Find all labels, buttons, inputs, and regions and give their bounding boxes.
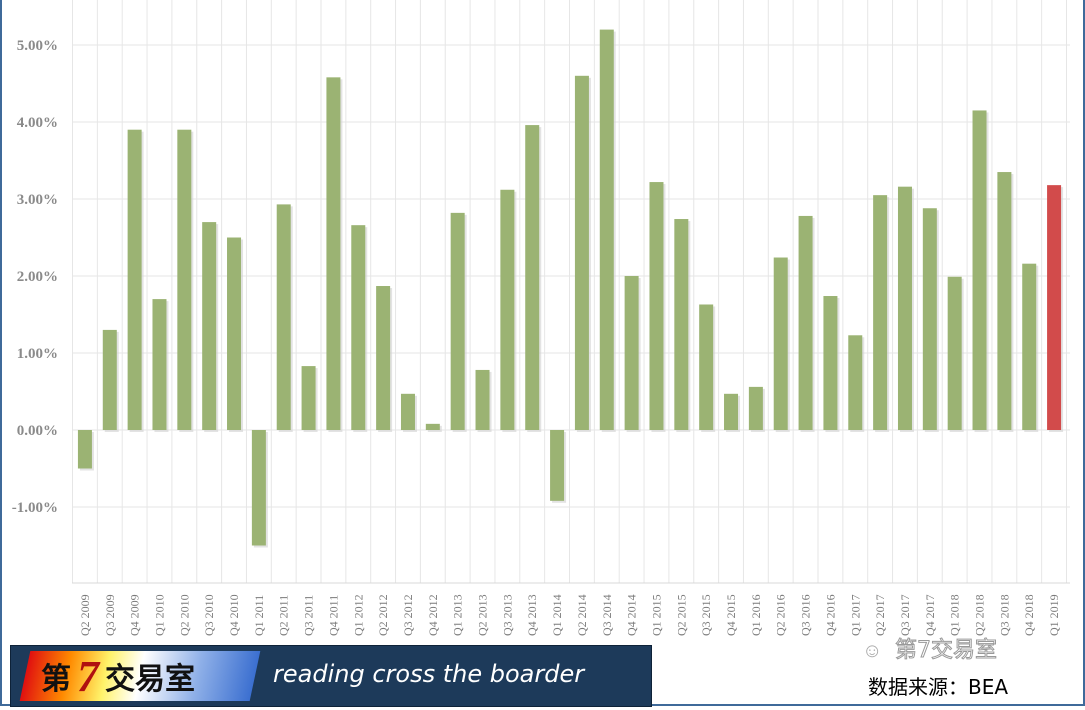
x-tick-label: Q1 2012	[351, 594, 365, 636]
data-source: 数据来源：BEA	[868, 675, 1009, 699]
x-tick-label: Q2 2015	[674, 594, 688, 636]
x-tick-label: Q1 2010	[152, 594, 166, 636]
bar	[798, 215, 813, 430]
bar	[127, 129, 142, 430]
bar	[450, 212, 465, 430]
x-tick-label: Q1 2018	[948, 594, 962, 636]
logo-chars-jiaoyishi: 交易室	[105, 662, 195, 697]
x-tick-label: Q2 2018	[973, 594, 987, 636]
x-tick-label: Q1 2019	[1047, 594, 1061, 636]
bar	[376, 286, 391, 430]
bar	[624, 276, 639, 430]
x-tick-label: Q2 2012	[376, 594, 390, 636]
x-tick-label: Q4 2009	[128, 594, 142, 636]
bar	[873, 195, 888, 430]
bar	[202, 222, 217, 430]
bar	[425, 423, 440, 430]
logo-char-di: 第	[41, 662, 71, 697]
x-tick-label: Q4 2015	[724, 594, 738, 636]
bar	[599, 29, 614, 430]
y-tick-label: 4.00%	[17, 115, 58, 131]
bar	[475, 369, 490, 430]
bar	[748, 386, 763, 430]
x-tick-label: Q3 2017	[898, 594, 912, 636]
x-tick-label: Q2 2011	[277, 595, 291, 636]
x-tick-label: Q4 2018	[1022, 594, 1036, 636]
bar	[972, 110, 987, 430]
y-tick-label: 2.00%	[17, 269, 58, 285]
bar	[922, 208, 937, 430]
y-tick-label: -1.00%	[12, 500, 58, 516]
x-tick-label: Q4 2016	[823, 594, 837, 636]
x-tick-label: Q1 2014	[550, 594, 564, 636]
bar	[649, 182, 664, 430]
x-tick-label: Q2 2013	[476, 594, 490, 636]
x-tick-label: Q3 2009	[103, 594, 117, 636]
y-tick-label: 3.00%	[17, 192, 58, 208]
bar	[276, 204, 291, 430]
x-tick-label: Q3 2012	[401, 594, 415, 636]
logo-watermark: 第 7 交易室 reading cross the boarder	[10, 645, 652, 707]
bar	[400, 393, 415, 430]
x-tick-label: Q4 2013	[525, 594, 539, 636]
x-tick-label: Q4 2017	[923, 594, 937, 636]
bar	[500, 189, 515, 430]
x-tick-label: Q4 2011	[326, 595, 340, 636]
bar	[947, 276, 962, 430]
x-tick-label: Q2 2017	[873, 594, 887, 636]
x-tick-label: Q3 2011	[302, 595, 316, 636]
y-tick-label: 0.00%	[17, 423, 58, 439]
x-tick-label: Q4 2012	[426, 594, 440, 636]
x-tick-label: Q1 2016	[749, 594, 763, 636]
bar	[227, 237, 242, 430]
bar	[550, 430, 565, 501]
wechat-icon: ☺	[862, 640, 883, 662]
bar	[301, 366, 316, 430]
y-tick-label: 1.00%	[17, 346, 58, 362]
wechat-watermark: 第7交易室	[895, 638, 998, 664]
bar	[177, 129, 192, 430]
x-tick-label: Q3 2013	[500, 594, 514, 636]
x-tick-label: Q1 2015	[649, 594, 663, 636]
bar	[77, 430, 92, 469]
bar	[251, 430, 266, 546]
bar	[848, 335, 863, 430]
bar	[152, 299, 167, 430]
x-tick-label: Q4 2014	[625, 594, 639, 636]
x-tick-label: Q3 2018	[997, 594, 1011, 636]
logo-english-text: reading cross the boarder	[273, 660, 585, 688]
x-tick-label: Q2 2014	[575, 594, 589, 636]
bar	[102, 329, 117, 430]
bar	[1022, 263, 1037, 430]
bar	[326, 77, 341, 430]
x-tick-label: Q2 2009	[78, 594, 92, 636]
bar	[724, 393, 739, 430]
logo-chinese-text: 第 7 交易室	[41, 651, 195, 701]
bar	[823, 296, 838, 430]
bar	[351, 225, 366, 430]
bar	[997, 172, 1012, 431]
bar	[773, 257, 788, 430]
bar	[525, 125, 540, 430]
logo-seven: 7	[77, 651, 99, 701]
bar	[674, 219, 689, 430]
x-tick-label: Q2 2016	[774, 594, 788, 636]
x-tick-label: Q1 2011	[252, 595, 266, 636]
x-tick-label: Q3 2010	[202, 594, 216, 636]
x-tick-label: Q2 2010	[177, 594, 191, 636]
x-tick-label: Q4 2010	[227, 594, 241, 636]
x-tick-label: Q3 2015	[699, 594, 713, 636]
bar	[897, 186, 912, 430]
bar	[1047, 185, 1062, 430]
y-tick-label: 5.00%	[17, 38, 58, 54]
x-tick-label: Q1 2013	[451, 594, 465, 636]
bar	[699, 304, 714, 430]
bar	[574, 75, 589, 431]
x-tick-label: Q3 2014	[600, 594, 614, 636]
x-tick-label: Q3 2016	[799, 594, 813, 636]
x-tick-label: Q1 2017	[848, 594, 862, 636]
